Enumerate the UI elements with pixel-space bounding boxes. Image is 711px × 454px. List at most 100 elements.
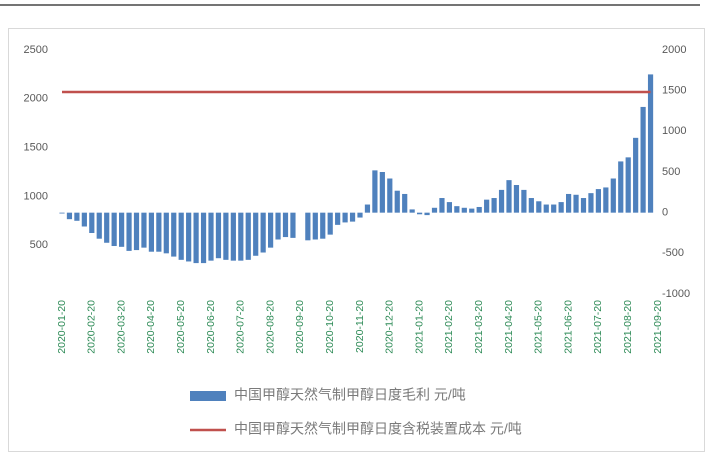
bar bbox=[484, 199, 490, 213]
bar bbox=[357, 212, 363, 218]
bar bbox=[275, 212, 281, 240]
x-tick-label: 2020-08-20 bbox=[264, 300, 276, 354]
legend-swatch bbox=[190, 391, 226, 401]
y-tick-label: 500 bbox=[30, 239, 48, 251]
x-tick-label: 2021-01-20 bbox=[413, 300, 425, 354]
y-tick-label: 2000 bbox=[24, 93, 48, 105]
bar bbox=[245, 212, 251, 260]
bar bbox=[580, 198, 587, 213]
bar bbox=[89, 212, 95, 233]
bar bbox=[521, 189, 527, 213]
bar bbox=[178, 212, 184, 260]
bar bbox=[163, 212, 169, 254]
bar bbox=[417, 212, 423, 215]
x-tick-label: 2021-05-20 bbox=[533, 300, 545, 354]
bar bbox=[193, 212, 199, 264]
bar bbox=[305, 212, 311, 241]
y-tick-label: 2500 bbox=[24, 44, 48, 56]
x-tick-label: 2020-09-20 bbox=[294, 300, 306, 354]
bar bbox=[290, 212, 296, 238]
y2-tick-label: 1500 bbox=[662, 85, 686, 97]
x-tick-label: 2020-04-20 bbox=[145, 300, 157, 354]
bar bbox=[111, 212, 117, 247]
x-tick-label: 2020-11-20 bbox=[354, 300, 366, 353]
bar bbox=[409, 209, 415, 213]
bar bbox=[238, 212, 244, 261]
bar bbox=[543, 204, 549, 213]
y2-tick-label: 2000 bbox=[662, 44, 686, 56]
bar bbox=[387, 178, 393, 213]
x-tick-label: 2020-10-20 bbox=[324, 300, 336, 354]
bar bbox=[171, 212, 177, 257]
bar bbox=[498, 189, 505, 213]
x-tick-label: 2020-03-20 bbox=[115, 300, 127, 354]
bar bbox=[454, 206, 460, 213]
bar bbox=[551, 204, 557, 213]
bar bbox=[573, 194, 579, 213]
bar bbox=[320, 212, 326, 239]
bar bbox=[595, 189, 601, 213]
bar bbox=[74, 212, 80, 221]
bar bbox=[379, 172, 385, 213]
x-tick-label: 2021-03-20 bbox=[473, 300, 485, 354]
bar bbox=[588, 193, 594, 213]
x-tick-label: 2020-12-20 bbox=[384, 300, 396, 354]
bar bbox=[59, 212, 65, 214]
bar bbox=[394, 190, 400, 213]
bar bbox=[253, 212, 259, 256]
x-tick-label: 2020-01-20 bbox=[56, 300, 68, 354]
bar bbox=[342, 212, 348, 223]
y2-tick-label: 1000 bbox=[662, 125, 686, 137]
y-tick-label: 1500 bbox=[24, 142, 48, 154]
x-tick-label: 2021-06-20 bbox=[562, 300, 574, 354]
bar bbox=[603, 187, 609, 213]
chart-frame bbox=[8, 28, 705, 452]
bar bbox=[148, 212, 154, 252]
bar bbox=[491, 198, 497, 213]
bar bbox=[186, 212, 192, 262]
x-tick-label: 2020-06-20 bbox=[205, 300, 217, 354]
bar bbox=[625, 157, 631, 213]
bar bbox=[230, 212, 236, 261]
bar bbox=[282, 212, 289, 238]
legend-label: 中国甲醇天然气制甲醇日度毛利 元/吨 bbox=[234, 387, 466, 403]
bar bbox=[610, 178, 616, 213]
bar bbox=[215, 212, 222, 259]
bar bbox=[513, 185, 520, 213]
bar bbox=[461, 207, 467, 213]
bar bbox=[156, 212, 162, 252]
bar bbox=[119, 212, 125, 247]
bar bbox=[126, 212, 132, 251]
bar bbox=[81, 212, 87, 227]
x-tick-label: 2020-02-20 bbox=[86, 300, 98, 354]
x-tick-label: 2021-09-20 bbox=[652, 300, 664, 354]
x-tick-label: 2021-04-20 bbox=[503, 300, 515, 354]
bar bbox=[268, 212, 274, 248]
bar bbox=[431, 207, 438, 213]
bar bbox=[640, 106, 646, 213]
bar bbox=[439, 198, 445, 213]
x-tick-label: 2021-07-20 bbox=[592, 300, 604, 354]
bar bbox=[327, 212, 333, 235]
bar bbox=[528, 198, 534, 213]
bar bbox=[104, 212, 110, 243]
y2-tick-label: -1000 bbox=[662, 288, 690, 300]
y2-tick-label: 500 bbox=[662, 166, 680, 178]
bar bbox=[558, 202, 564, 213]
bar bbox=[647, 74, 654, 213]
bar bbox=[96, 212, 102, 239]
bar bbox=[364, 204, 371, 213]
bar bbox=[618, 161, 624, 213]
bar bbox=[349, 212, 356, 222]
bar bbox=[402, 193, 408, 213]
legend-label: 中国甲醇天然气制甲醇日度含税装置成本 元/吨 bbox=[234, 421, 522, 437]
bar bbox=[476, 206, 482, 213]
bar bbox=[133, 212, 140, 251]
bar bbox=[208, 212, 214, 261]
bar bbox=[536, 201, 542, 213]
bar bbox=[372, 170, 378, 213]
x-tick-label: 2020-05-20 bbox=[175, 300, 187, 354]
bar bbox=[312, 212, 318, 240]
